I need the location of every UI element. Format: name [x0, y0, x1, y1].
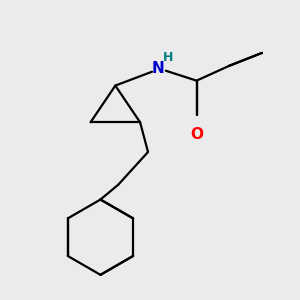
Text: O: O: [190, 127, 203, 142]
Text: H: H: [163, 51, 173, 64]
Text: N: N: [152, 61, 164, 76]
